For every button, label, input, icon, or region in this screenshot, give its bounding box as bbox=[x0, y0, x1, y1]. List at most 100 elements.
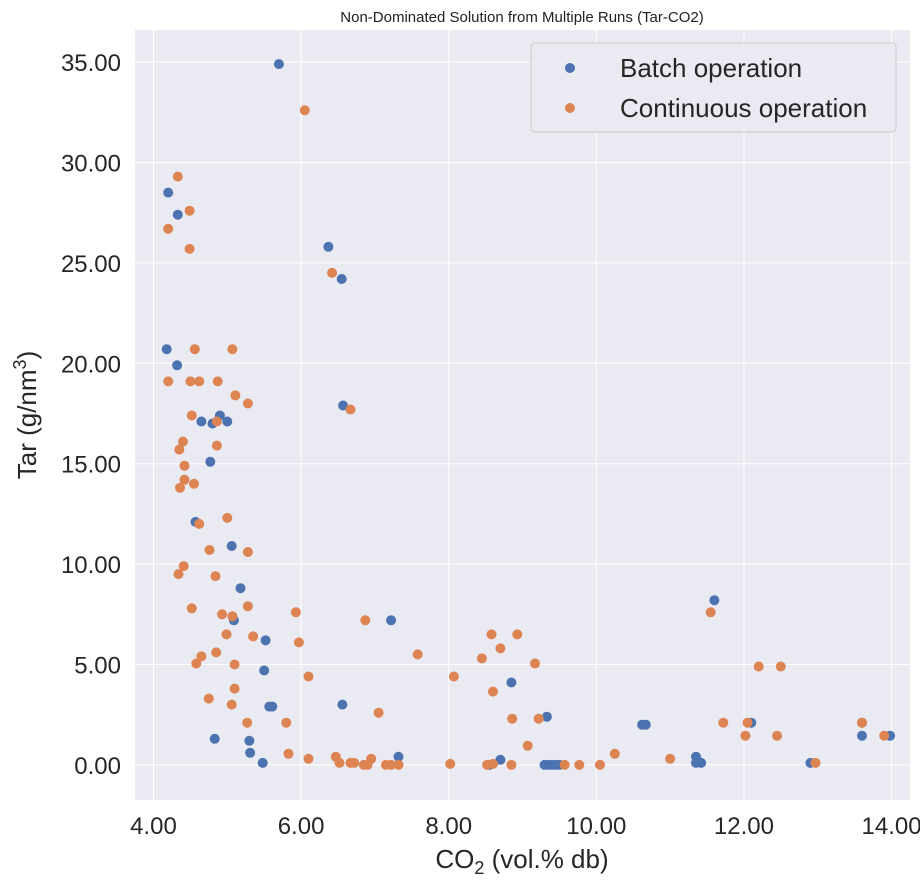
continuous-point bbox=[178, 436, 188, 447]
continuous-point bbox=[530, 658, 540, 669]
continuous-point bbox=[345, 404, 356, 415]
batch-point bbox=[495, 754, 506, 765]
batch-point bbox=[336, 274, 347, 284]
batch-point bbox=[163, 187, 174, 198]
batch-point bbox=[172, 360, 183, 371]
y-axis-label: Tar (g/nm3) bbox=[10, 351, 42, 480]
continuous-point bbox=[163, 376, 174, 387]
data-points bbox=[161, 59, 896, 770]
continuous-point bbox=[327, 267, 338, 278]
chart-title: Non-Dominated Solution from Multiple Run… bbox=[340, 9, 703, 26]
x-axis-label: CO2 (vol.% db) bbox=[435, 844, 608, 878]
continuous-point bbox=[705, 607, 716, 618]
continuous-point bbox=[303, 671, 314, 682]
continuous-point bbox=[360, 615, 371, 626]
continuous-point bbox=[349, 757, 360, 768]
continuous-point bbox=[488, 686, 498, 697]
continuous-point bbox=[495, 643, 506, 654]
batch-point bbox=[244, 735, 255, 746]
continuous-point bbox=[203, 693, 214, 704]
continuous-point bbox=[242, 398, 253, 409]
batch-point bbox=[506, 677, 517, 688]
batch-point bbox=[245, 747, 256, 758]
batch-point bbox=[226, 541, 237, 551]
continuous-point bbox=[174, 444, 185, 455]
continuous-point bbox=[595, 759, 605, 770]
continuous-point bbox=[178, 561, 189, 572]
batch-point bbox=[267, 701, 278, 712]
legend-label: Continuous operation bbox=[620, 93, 867, 123]
batch-point bbox=[337, 699, 348, 710]
continuous-point bbox=[194, 518, 205, 529]
continuous-point bbox=[186, 410, 197, 421]
continuous-point bbox=[212, 376, 223, 387]
legend-marker bbox=[565, 103, 575, 113]
continuous-point bbox=[290, 607, 301, 618]
continuous-point bbox=[810, 757, 821, 768]
batch-point bbox=[260, 635, 271, 646]
continuous-point bbox=[248, 631, 259, 642]
continuous-point bbox=[445, 758, 456, 769]
continuous-point bbox=[506, 759, 517, 770]
continuous-point bbox=[486, 629, 497, 640]
continuous-point bbox=[740, 730, 751, 741]
continuous-point bbox=[857, 717, 867, 728]
continuous-point bbox=[242, 547, 253, 557]
continuous-point bbox=[189, 478, 199, 489]
legend-label: Batch operation bbox=[620, 53, 802, 83]
y-tick-label: 20.00 bbox=[61, 351, 121, 378]
batch-point bbox=[172, 209, 183, 220]
batch-point bbox=[161, 344, 172, 355]
continuous-point bbox=[204, 545, 215, 555]
continuous-point bbox=[191, 658, 202, 669]
continuous-point bbox=[229, 683, 240, 694]
continuous-point bbox=[293, 637, 304, 648]
continuous-point bbox=[879, 730, 890, 741]
continuous-point bbox=[522, 740, 533, 751]
x-tick-label: 6.00 bbox=[278, 813, 325, 840]
batch-point bbox=[857, 730, 867, 741]
continuous-point bbox=[184, 243, 195, 254]
y-tick-label: 25.00 bbox=[61, 251, 121, 278]
continuous-point bbox=[609, 748, 620, 759]
batch-point bbox=[640, 719, 651, 730]
x-tick-label: 10.00 bbox=[566, 813, 626, 840]
continuous-point bbox=[476, 653, 487, 664]
batch-point bbox=[205, 456, 216, 467]
plot-area bbox=[135, 30, 910, 800]
continuous-point bbox=[175, 482, 185, 493]
continuous-point bbox=[512, 629, 523, 640]
continuous-point bbox=[393, 759, 404, 770]
x-tick-label: 8.00 bbox=[425, 813, 472, 840]
continuous-point bbox=[533, 713, 544, 724]
batch-point bbox=[709, 595, 720, 606]
continuous-point bbox=[163, 223, 174, 234]
continuous-point bbox=[283, 748, 294, 759]
continuous-point bbox=[211, 440, 222, 451]
batch-point bbox=[541, 711, 552, 722]
continuous-point bbox=[299, 105, 310, 116]
batch-point bbox=[386, 615, 397, 626]
continuous-point bbox=[373, 707, 384, 718]
continuous-point bbox=[362, 759, 373, 770]
batch-point bbox=[222, 416, 233, 427]
continuous-point bbox=[222, 512, 233, 523]
continuous-point bbox=[753, 661, 764, 672]
x-tick-label: 14.00 bbox=[862, 813, 920, 840]
continuous-point bbox=[281, 717, 292, 728]
continuous-point bbox=[775, 661, 786, 672]
continuous-point bbox=[574, 759, 585, 770]
continuous-point bbox=[194, 376, 205, 387]
y-axis-ticks: 0.00 5.00 10.00 15.00 20.00 25.00 30.00 35.00 bbox=[61, 50, 121, 780]
x-tick-label: 4.00 bbox=[130, 813, 177, 840]
continuous-point bbox=[507, 713, 518, 724]
continuous-point bbox=[227, 611, 238, 622]
continuous-point bbox=[184, 205, 195, 216]
legend-marker bbox=[565, 63, 575, 73]
continuous-point bbox=[386, 759, 397, 770]
batch-point bbox=[393, 751, 404, 762]
continuous-point bbox=[179, 460, 190, 471]
x-axis-ticks: 4.00 6.00 8.00 10.00 12.00 14.00 bbox=[130, 813, 920, 840]
continuous-point bbox=[242, 601, 253, 612]
